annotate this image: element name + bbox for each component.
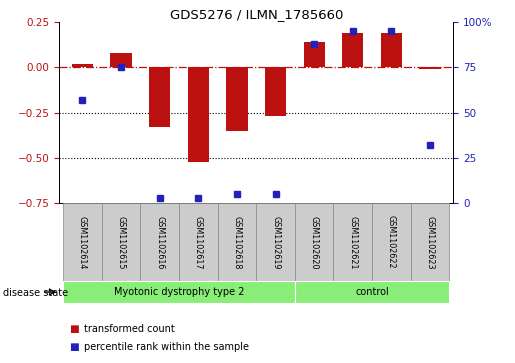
Text: ■: ■	[70, 323, 79, 334]
Text: GSM1102618: GSM1102618	[232, 216, 242, 269]
Text: GSM1102616: GSM1102616	[155, 216, 164, 269]
Bar	[303, 42, 325, 67]
Bar	[102, 203, 140, 281]
Bar	[63, 203, 102, 281]
Title: GDS5276 / ILMN_1785660: GDS5276 / ILMN_1785660	[169, 8, 343, 21]
Bar	[342, 33, 364, 67]
Text: GSM1102623: GSM1102623	[425, 216, 435, 269]
Bar	[295, 203, 334, 281]
Bar	[410, 203, 449, 281]
Text: GSM1102614: GSM1102614	[78, 216, 87, 269]
Bar	[149, 67, 170, 127]
Bar	[295, 281, 449, 303]
Text: percentile rank within the sample: percentile rank within the sample	[84, 342, 249, 352]
Bar	[372, 203, 410, 281]
Text: GSM1102617: GSM1102617	[194, 216, 203, 269]
Bar	[381, 33, 402, 67]
Bar	[110, 53, 132, 67]
Text: control: control	[355, 287, 389, 297]
Text: GSM1102622: GSM1102622	[387, 216, 396, 269]
Bar	[217, 203, 256, 281]
Bar	[187, 67, 209, 162]
Text: disease state: disease state	[3, 287, 67, 298]
Text: GSM1102621: GSM1102621	[348, 216, 357, 269]
Text: GSM1102615: GSM1102615	[116, 216, 126, 269]
Text: ■: ■	[70, 342, 79, 352]
Bar	[419, 67, 441, 69]
Text: transformed count: transformed count	[84, 323, 175, 334]
Bar	[179, 203, 217, 281]
Text: Myotonic dystrophy type 2: Myotonic dystrophy type 2	[114, 287, 244, 297]
Bar	[334, 203, 372, 281]
Bar	[226, 67, 248, 131]
Text: GSM1102619: GSM1102619	[271, 216, 280, 269]
Text: GSM1102620: GSM1102620	[310, 216, 319, 269]
Bar	[63, 281, 295, 303]
Bar	[265, 67, 286, 116]
Bar	[256, 203, 295, 281]
Bar	[140, 203, 179, 281]
Bar	[72, 64, 93, 67]
